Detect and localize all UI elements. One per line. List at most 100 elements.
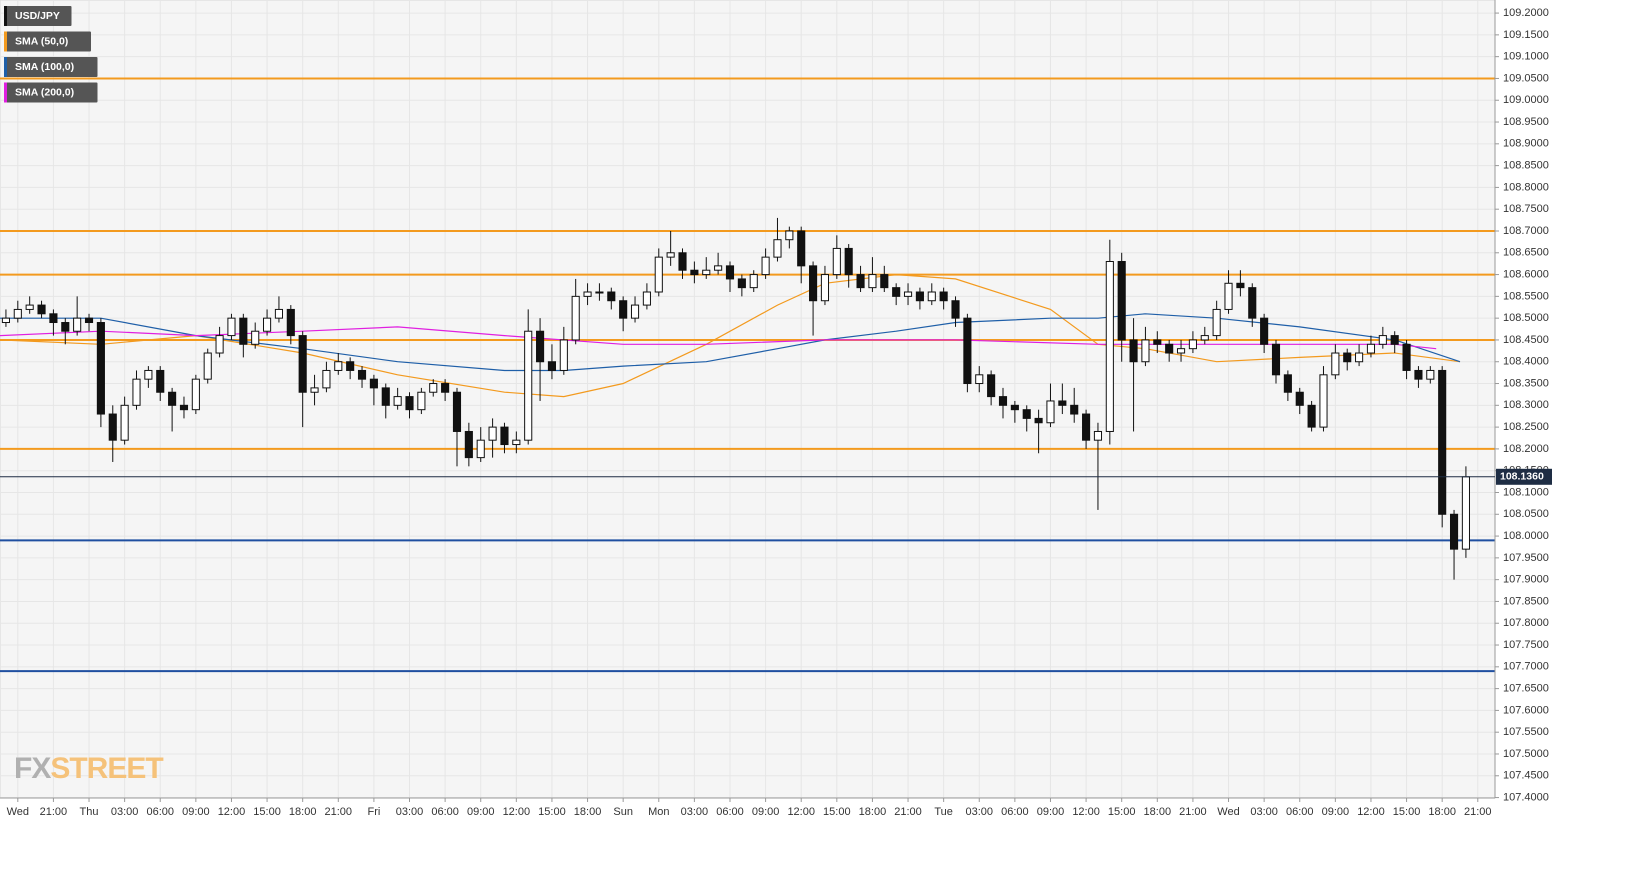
y-tick-label: 109.1000	[1503, 51, 1549, 63]
candle-body	[1236, 282, 1245, 289]
candle-body	[417, 391, 426, 411]
candle-body	[1355, 352, 1364, 363]
candle-body	[880, 274, 889, 289]
candle-body	[1449, 513, 1459, 550]
candle-body	[488, 426, 497, 441]
candle-body	[310, 387, 319, 393]
x-tick-label: 06:00	[1001, 806, 1029, 818]
candle-body	[1070, 404, 1079, 415]
legend-label: SMA (50,0)	[15, 35, 68, 47]
candle-body	[1271, 343, 1281, 376]
candle-body	[1034, 417, 1043, 424]
candle-body	[927, 291, 936, 302]
x-tick-label: Sun	[613, 806, 633, 818]
y-tick-label: 108.8500	[1503, 160, 1549, 172]
candle-body	[1295, 391, 1304, 406]
x-tick-label: 09:00	[467, 806, 495, 818]
candle-body	[1165, 343, 1174, 354]
candle-body	[1105, 260, 1114, 432]
legend-label: SMA (200,0)	[15, 86, 74, 98]
y-tick-label: 108.9000	[1503, 138, 1549, 150]
candle-body	[49, 313, 58, 324]
x-tick-label: 18:00	[574, 806, 602, 818]
x-tick-label: 09:00	[182, 806, 210, 818]
y-tick-label: 108.0500	[1503, 508, 1549, 520]
candle-body	[476, 439, 485, 459]
candle-body	[619, 300, 628, 319]
candle-body	[298, 335, 307, 393]
plot-area	[0, 0, 1496, 799]
x-tick-label: 12:00	[503, 806, 531, 818]
x-tick-label: 15:00	[823, 806, 851, 818]
candle-body	[96, 322, 105, 415]
legend-swatch	[4, 31, 7, 52]
levels	[0, 77, 1495, 673]
x-tick-label: 12:00	[218, 806, 246, 818]
candle-body	[1176, 348, 1186, 354]
x-tick-label: 03:00	[111, 806, 139, 818]
candle-body	[690, 269, 699, 276]
candle-body	[156, 369, 165, 393]
candle-body	[987, 374, 996, 398]
candle-body	[856, 274, 865, 289]
y-tick-label: 108.6000	[1503, 268, 1549, 280]
candle-body	[215, 335, 224, 354]
candle-body	[1461, 476, 1470, 550]
y-tick-label: 107.5000	[1503, 748, 1549, 760]
candle-body	[1438, 369, 1447, 515]
candle-body	[274, 308, 284, 319]
candle-body	[322, 369, 331, 389]
candles	[1, 217, 1470, 580]
x-tick-label: 18:00	[1428, 806, 1456, 818]
candle-body	[915, 291, 924, 302]
candle-body	[1141, 339, 1150, 363]
candle-body	[1260, 317, 1269, 345]
x-tick-label: 18:00	[289, 806, 317, 818]
candle-body	[1200, 335, 1209, 341]
x-tick-label: 06:00	[146, 806, 174, 818]
candle-body	[191, 378, 200, 411]
candle-body	[903, 291, 913, 297]
candle-body	[654, 256, 663, 293]
candle-body	[61, 322, 70, 332]
x-tick-label: 21:00	[1464, 806, 1492, 818]
candle-body	[286, 308, 295, 337]
candle-body	[1188, 339, 1197, 350]
x-tick-label: Tue	[934, 806, 953, 818]
x-tick-label: 21:00	[894, 806, 922, 818]
last-price-label: 108.1360	[1500, 471, 1544, 483]
legend-box	[4, 57, 98, 77]
y-tick-label: 108.4500	[1503, 334, 1549, 346]
candle-body	[227, 317, 236, 337]
candle-body	[536, 330, 545, 363]
candle-body	[666, 252, 675, 258]
candle-body	[583, 291, 592, 297]
candle-body	[714, 265, 723, 271]
y-tick-label: 108.0000	[1503, 530, 1549, 542]
candle-body	[737, 278, 746, 289]
candle-body	[108, 413, 117, 441]
x-tick-label: 03:00	[965, 806, 993, 818]
candle-body	[630, 304, 640, 319]
sma-line	[0, 313, 1461, 372]
x-tick-label: 03:00	[396, 806, 424, 818]
candle-body	[607, 291, 616, 302]
candle-body	[405, 396, 414, 411]
y-tick-label: 107.8500	[1503, 595, 1549, 607]
candle-body	[179, 404, 189, 411]
y-tick-label: 108.7500	[1503, 203, 1549, 215]
candle-body	[524, 330, 533, 441]
candle-body	[951, 300, 960, 319]
y-tick-label: 108.3500	[1503, 377, 1549, 389]
y-tick-label: 108.8000	[1503, 181, 1549, 193]
candle-body	[1093, 430, 1103, 441]
x-tick-label: 09:00	[1322, 806, 1350, 818]
candle-body	[1224, 282, 1233, 310]
y-tick-label: 107.9000	[1503, 574, 1549, 586]
candle-body	[393, 396, 402, 406]
y-tick-label: 107.6000	[1503, 704, 1549, 716]
y-tick-label: 108.3000	[1503, 399, 1549, 411]
x-tick-label: 15:00	[1393, 806, 1421, 818]
candle-body	[1212, 308, 1221, 337]
